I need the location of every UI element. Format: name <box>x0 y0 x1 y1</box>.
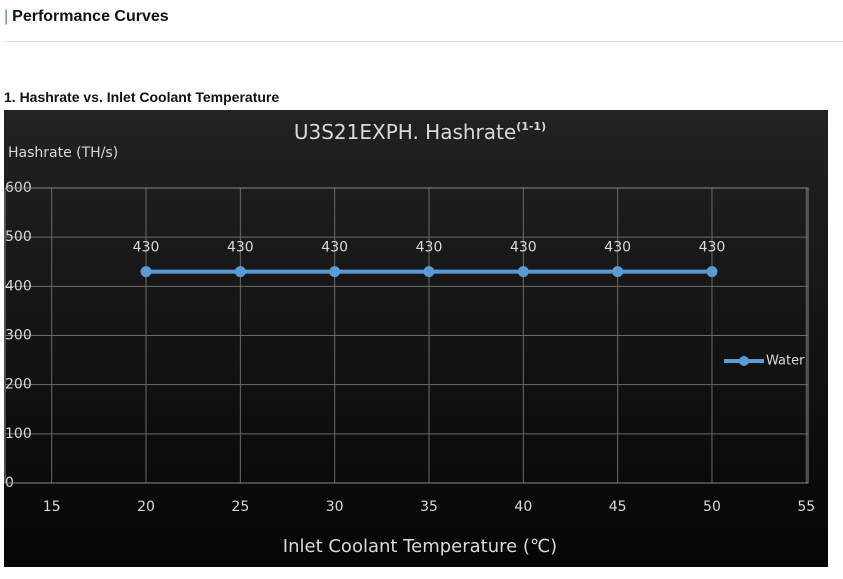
data-label: 430 <box>699 240 726 256</box>
data-label: 430 <box>321 240 348 256</box>
chart-title-note: (1-1) <box>516 120 546 133</box>
separator <box>4 41 843 42</box>
x-tick-label: 25 <box>231 499 249 515</box>
header-title: Performance Curves <box>12 8 169 25</box>
y-axis-label: Hashrate (TH/s) <box>8 145 118 161</box>
legend-label: Water <box>766 354 805 369</box>
data-point <box>140 266 152 278</box>
data-point <box>517 266 529 278</box>
y-tick-label: 500 <box>5 229 32 245</box>
x-tick-label: 55 <box>797 499 815 515</box>
data-point <box>612 266 624 278</box>
y-tick-label: 200 <box>5 377 32 393</box>
y-tick-label: 400 <box>5 278 32 294</box>
chart-background <box>4 110 828 567</box>
section-title: 1. Hashrate vs. Inlet Coolant Temperatur… <box>4 89 280 105</box>
data-label: 430 <box>133 240 160 256</box>
data-point <box>423 266 435 278</box>
data-point <box>706 266 718 278</box>
chart-title-main: U3S21EXPH. Hashrate <box>294 120 516 144</box>
plot-border <box>4 187 809 484</box>
y-tick-label: 100 <box>5 426 32 442</box>
x-tick-label: 35 <box>420 499 438 515</box>
x-tick-label: 30 <box>326 499 344 515</box>
x-tick-label: 50 <box>703 499 721 515</box>
chart-title: U3S21EXPH. Hashrate(1-1) <box>294 120 546 144</box>
data-point <box>329 266 341 278</box>
legend-marker <box>739 356 749 366</box>
header-bar: | <box>4 8 9 25</box>
data-label: 430 <box>604 240 631 256</box>
data-label: 430 <box>416 240 443 256</box>
x-tick-label: 15 <box>43 499 61 515</box>
header: | Performance Curves <box>4 8 169 26</box>
x-tick-label: 20 <box>137 499 155 515</box>
data-label: 430 <box>227 240 254 256</box>
x-tick-label: 45 <box>609 499 627 515</box>
x-axis-label: Inlet Coolant Temperature (℃) <box>283 536 557 557</box>
data-point <box>234 266 246 278</box>
data-label: 430 <box>510 240 537 256</box>
x-tick-label: 40 <box>514 499 532 515</box>
y-tick-label: 300 <box>5 328 32 344</box>
